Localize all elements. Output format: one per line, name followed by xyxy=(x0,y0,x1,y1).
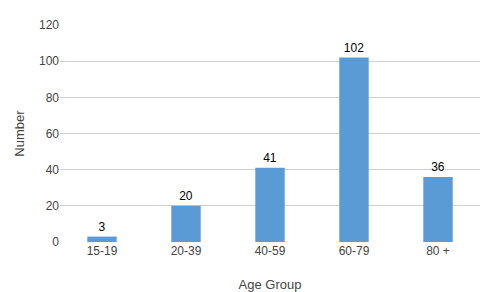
svg-text:Age Group: Age Group xyxy=(239,277,302,292)
svg-text:40-59: 40-59 xyxy=(255,244,286,258)
svg-text:100: 100 xyxy=(39,54,59,68)
svg-text:36: 36 xyxy=(431,160,445,174)
svg-text:3: 3 xyxy=(99,220,106,234)
svg-text:60: 60 xyxy=(46,127,60,141)
svg-text:40: 40 xyxy=(46,163,60,177)
svg-text:0: 0 xyxy=(52,235,59,249)
svg-text:80: 80 xyxy=(46,91,60,105)
svg-text:15-19: 15-19 xyxy=(87,244,118,258)
svg-text:20-39: 20-39 xyxy=(171,244,202,258)
svg-text:20: 20 xyxy=(46,199,60,213)
svg-text:102: 102 xyxy=(344,41,364,55)
svg-text:80 +: 80 + xyxy=(426,244,450,258)
svg-text:Number: Number xyxy=(12,110,27,157)
svg-text:41: 41 xyxy=(263,151,277,165)
svg-text:120: 120 xyxy=(39,18,59,32)
svg-text:20: 20 xyxy=(179,189,193,203)
svg-text:60-79: 60-79 xyxy=(339,244,370,258)
